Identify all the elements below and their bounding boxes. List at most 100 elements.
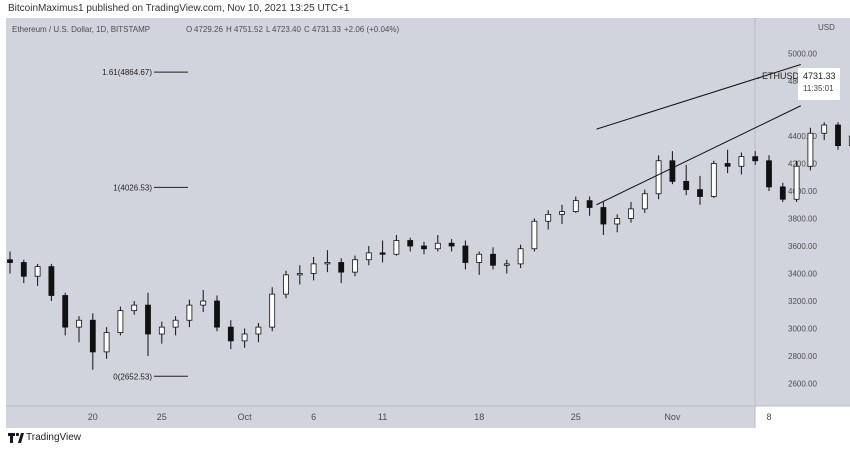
candle-body-down: [462, 245, 469, 263]
candle: [20, 259, 27, 284]
candle: [559, 204, 565, 224]
candle-body-up: [559, 211, 565, 215]
candle: [241, 328, 248, 348]
candle-body-up: [269, 293, 276, 328]
channel-upper-line: [596, 64, 801, 130]
candle-body-down: [227, 326, 234, 342]
candle-body-down: [766, 160, 772, 188]
candle: [779, 182, 786, 202]
candle: [545, 210, 552, 230]
candle: [200, 290, 207, 312]
candle: [255, 323, 262, 343]
candle-body-up: [241, 333, 248, 342]
last-price-box: [798, 68, 840, 100]
candle: [448, 239, 455, 252]
candle-body-up: [34, 266, 41, 277]
y-tick-label: 3400.00: [788, 270, 817, 279]
candle: [186, 299, 193, 328]
candle-body-up: [807, 132, 814, 167]
footer: TradingView: [0, 428, 850, 449]
candle: [752, 151, 759, 165]
candle-body-down: [338, 262, 345, 273]
ohlc-close: 4731.33: [312, 25, 341, 34]
candle: [641, 189, 648, 213]
candle-body-up: [393, 240, 400, 255]
candle: [310, 257, 317, 281]
ohlc-low-label: L: [266, 25, 271, 34]
candle: [283, 270, 289, 299]
x-tick-label: Oct: [238, 412, 253, 422]
candle: [421, 241, 427, 255]
candle: [338, 258, 345, 284]
candle-body-down: [779, 186, 786, 200]
publish-header: BitcoinMaximus1 published on TradingView…: [0, 0, 850, 18]
candle-body-up: [531, 220, 538, 250]
candle-body-up: [131, 304, 138, 312]
candle-body-down: [600, 207, 607, 225]
x-tick-label: 11: [378, 412, 387, 422]
candle: [531, 218, 538, 252]
candle-body-up: [793, 165, 800, 200]
candle-body-down: [724, 163, 731, 167]
ohlc-close-label: C: [304, 25, 310, 34]
channel-lower-line: [596, 105, 801, 206]
tradingview-brand: TradingView: [26, 432, 82, 443]
y-tick-label: 3800.00: [788, 215, 817, 224]
candle-body-up: [641, 193, 648, 210]
candle-body-up: [200, 300, 207, 306]
x-tick-label: 25: [157, 412, 167, 422]
candle-body-up: [186, 304, 193, 321]
candle: [738, 152, 745, 175]
candle: [462, 240, 469, 270]
x-tick-label: Nov: [664, 412, 681, 422]
candle: [407, 237, 414, 252]
x-tick-label: 25: [571, 412, 581, 422]
last-price-line: [756, 78, 759, 79]
candle-body-up: [255, 326, 262, 335]
candle: [807, 127, 814, 171]
candle-body-up: [283, 274, 289, 295]
last-price: 4731.33: [803, 71, 836, 81]
fib-level-label: 1.61(4864.67): [102, 68, 152, 77]
candle-body-down: [490, 253, 496, 266]
y-tick-label: 2800.00: [788, 352, 817, 361]
candle-body-up: [517, 248, 524, 265]
candle-body-up: [296, 273, 303, 276]
candle-body-up: [821, 124, 828, 134]
candle: [158, 321, 165, 344]
tradingview-logo-icon: [8, 432, 24, 443]
candle: [365, 246, 372, 266]
candle: [145, 292, 151, 356]
candle-body-down: [835, 124, 841, 147]
candle: [131, 301, 138, 315]
candle: [379, 240, 386, 263]
time-axis-ticks: 2025Oct6111825Nov815: [88, 412, 772, 422]
candle-body-down: [421, 245, 427, 250]
ohlc-low: 4723.40: [272, 25, 301, 34]
price-label-group: ETHUSD 4731.33 11:35:01: [756, 68, 840, 100]
candle-body-down: [683, 180, 690, 191]
ohlc-open-label: O: [186, 25, 192, 34]
y-tick-label: 3600.00: [788, 242, 817, 251]
candle: [586, 196, 593, 216]
candle-body-up: [545, 213, 552, 222]
x-tick-label: 8: [766, 412, 771, 422]
candle: [324, 250, 331, 273]
ohlc-high: 4751.52: [234, 25, 263, 34]
candle-body-down: [407, 240, 414, 247]
ticker-label: ETHUSD: [762, 71, 800, 81]
candle-body-up: [572, 200, 579, 213]
candle: [503, 259, 510, 274]
candle: [34, 263, 41, 286]
candle-body-down: [214, 300, 220, 328]
fib-levels: 1.61(4864.67) 1(4026.53) 0(2652.53): [102, 68, 188, 381]
ohlc-high-label: H: [226, 25, 232, 34]
candle-body-up: [103, 332, 110, 353]
candle-body-up: [710, 163, 717, 197]
candle-body-down: [697, 189, 703, 197]
candles: [7, 122, 850, 370]
x-tick-label: 6: [311, 412, 316, 422]
candle-body-up: [365, 252, 372, 261]
candle-body-down: [7, 259, 13, 263]
candle-body-up: [172, 319, 179, 328]
